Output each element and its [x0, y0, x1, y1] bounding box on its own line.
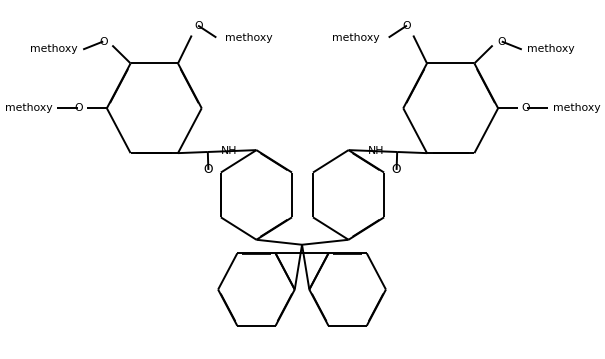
Text: NH: NH [368, 146, 384, 156]
Text: methoxy: methoxy [226, 33, 273, 42]
Text: methoxy: methoxy [30, 45, 77, 55]
Text: O: O [194, 20, 203, 31]
Text: O: O [402, 20, 411, 31]
Text: NH: NH [221, 146, 237, 156]
Text: methoxy: methoxy [332, 33, 379, 42]
Text: O: O [74, 103, 83, 113]
Text: methoxy: methoxy [553, 103, 601, 113]
Text: O: O [203, 163, 213, 176]
Text: O: O [392, 163, 402, 176]
Text: O: O [497, 37, 506, 47]
Text: O: O [99, 37, 108, 47]
Text: O: O [522, 103, 531, 113]
Text: methoxy: methoxy [528, 45, 575, 55]
Text: methoxy: methoxy [4, 103, 52, 113]
